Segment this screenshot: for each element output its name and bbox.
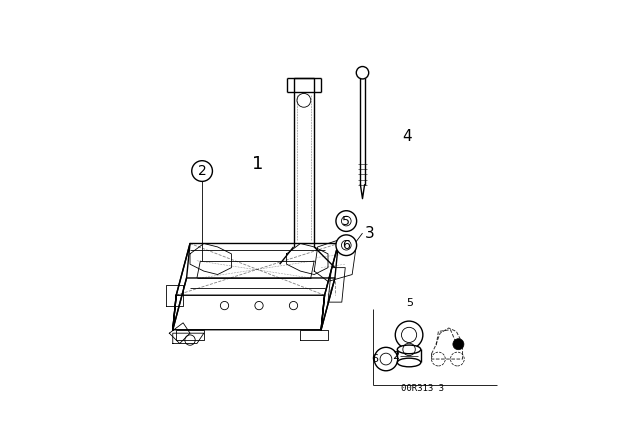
Circle shape <box>396 321 423 349</box>
Text: 1: 1 <box>252 155 263 173</box>
Text: 2: 2 <box>392 351 399 361</box>
Text: 5: 5 <box>342 215 350 228</box>
Ellipse shape <box>397 345 420 354</box>
Text: 5: 5 <box>406 298 413 308</box>
Circle shape <box>374 347 397 371</box>
Circle shape <box>192 161 212 181</box>
Text: 00R313 3: 00R313 3 <box>401 383 444 392</box>
Circle shape <box>336 211 356 232</box>
Circle shape <box>336 235 356 255</box>
Circle shape <box>453 339 464 350</box>
Text: 2: 2 <box>198 164 207 178</box>
Text: 6: 6 <box>371 354 378 364</box>
Ellipse shape <box>397 358 420 367</box>
Text: 6: 6 <box>342 239 350 252</box>
Text: 3: 3 <box>365 226 374 241</box>
Circle shape <box>356 66 369 79</box>
Text: 4: 4 <box>403 129 412 144</box>
